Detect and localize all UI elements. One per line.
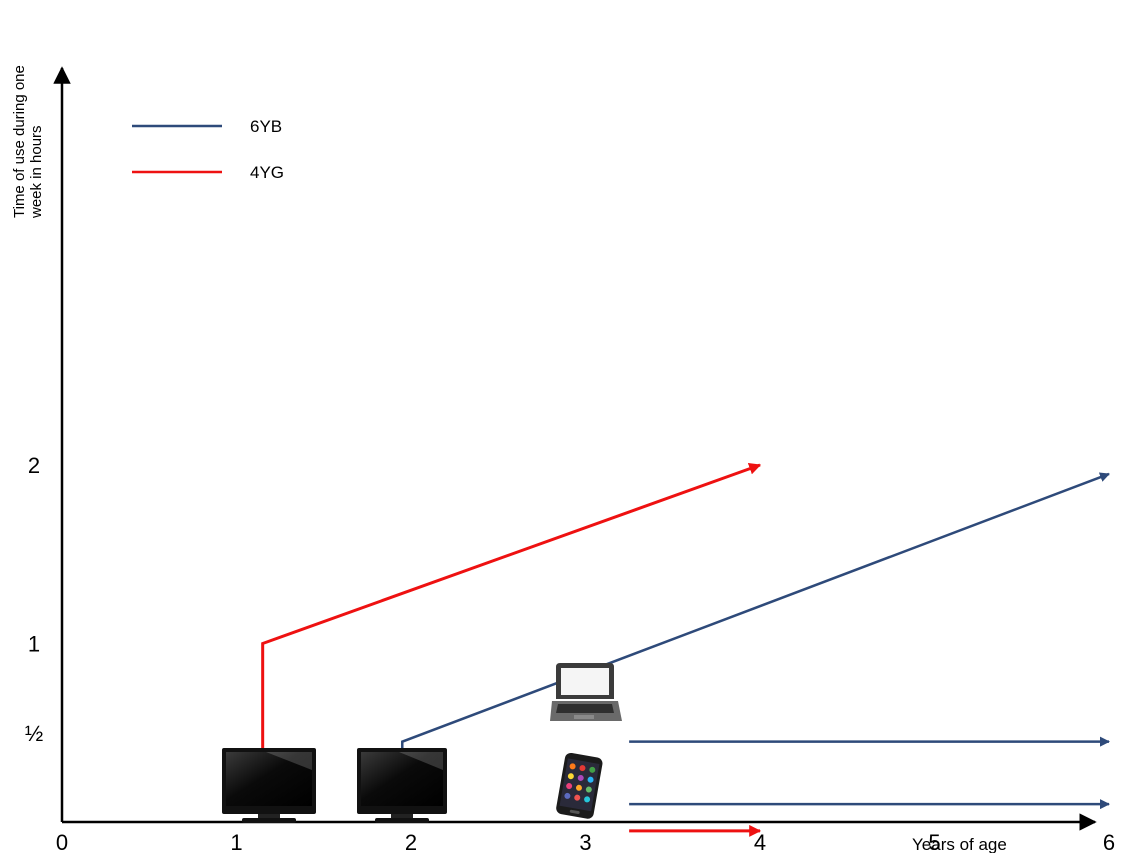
y-axis-label-line1: Time of use during one bbox=[11, 65, 28, 218]
tv-icon bbox=[222, 748, 316, 823]
series-lines bbox=[261, 463, 1110, 837]
smartphone-icon bbox=[556, 752, 603, 819]
series-line-6yb-tv bbox=[401, 472, 1110, 783]
x-tick-label: 6 bbox=[1103, 830, 1115, 853]
legend-label-6yb: 6YB bbox=[250, 117, 282, 136]
y-tick-label: ½ bbox=[25, 721, 43, 746]
laptop-icon bbox=[550, 663, 622, 721]
series-line-4yg-tv bbox=[261, 463, 762, 783]
tv-icon bbox=[357, 748, 447, 823]
y-tick-label: 1 bbox=[28, 632, 40, 657]
x-tick-label: 0 bbox=[56, 830, 68, 853]
x-tick-label: 3 bbox=[579, 830, 591, 853]
y-axis-label-line2: week in hours bbox=[28, 125, 45, 219]
x-tick-label: 1 bbox=[230, 830, 242, 853]
legend: 6YB 4YG bbox=[132, 117, 284, 182]
x-tick-label: 2 bbox=[405, 830, 417, 853]
x-tick-label: 5 bbox=[928, 830, 940, 853]
x-axis-label: Years of age bbox=[912, 835, 1007, 853]
legend-label-4yg: 4YG bbox=[250, 163, 284, 182]
y-tick-label: 2 bbox=[28, 453, 40, 478]
x-tick-label: 4 bbox=[754, 830, 766, 853]
